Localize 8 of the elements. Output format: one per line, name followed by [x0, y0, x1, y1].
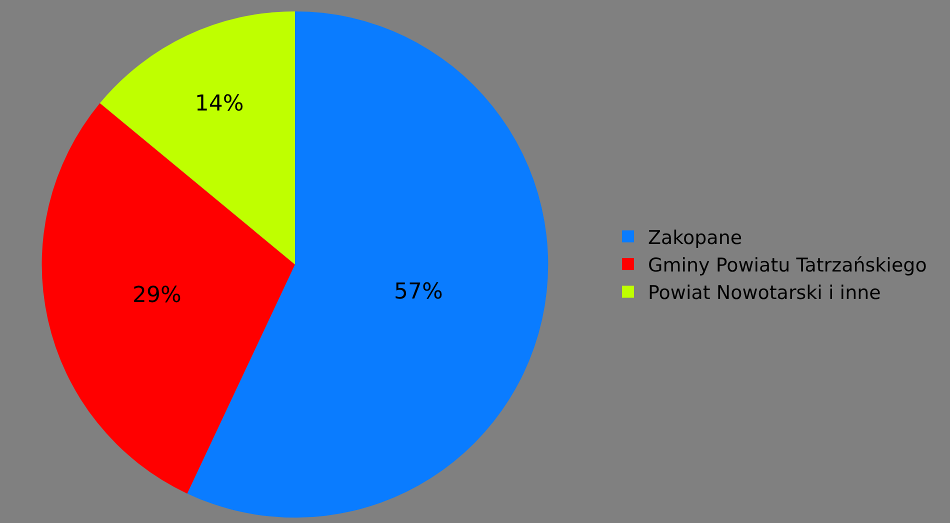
legend-label: Zakopane [648, 226, 742, 249]
legend-label: Gminy Powiatu Tatrzańskiego [648, 254, 927, 276]
pie-slice [100, 11, 295, 264]
data-label: 14% [194, 91, 244, 116]
pie-slice [187, 11, 548, 518]
data-label: 29% [132, 282, 182, 308]
data-label: 57% [394, 280, 443, 305]
legend-label: Powiat Nowotarski i inne [648, 282, 881, 304]
